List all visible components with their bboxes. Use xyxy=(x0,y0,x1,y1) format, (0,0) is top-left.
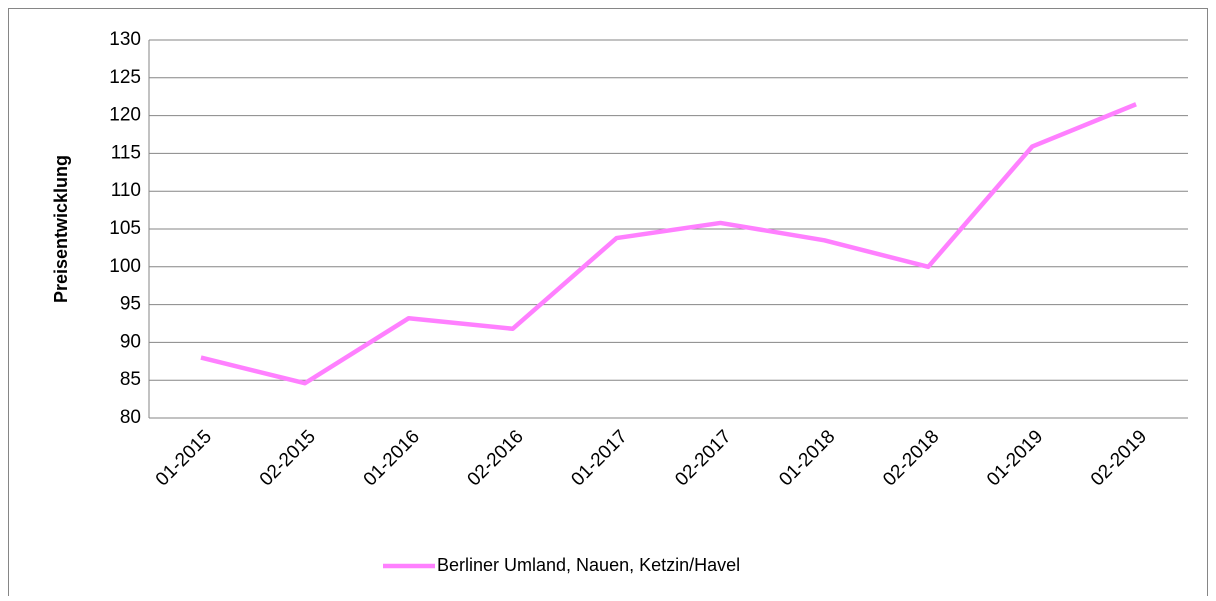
y-tick-label: 85 xyxy=(120,369,141,390)
y-tick-label: 80 xyxy=(120,407,141,428)
y-tick-label: 110 xyxy=(111,180,141,201)
y-tick-label: 90 xyxy=(120,331,141,352)
x-tick-label: 02-2017 xyxy=(671,426,735,490)
y-tick-label: 105 xyxy=(109,218,141,239)
x-tick-label: 01-2015 xyxy=(152,426,216,490)
y-tick-label: 115 xyxy=(111,142,141,163)
x-tick-label: 02-2016 xyxy=(464,426,528,490)
x-tick-label: 02-2019 xyxy=(1087,426,1151,490)
y-tick-label: 125 xyxy=(109,67,141,88)
legend-label: Berliner Umland, Nauen, Ketzin/Havel xyxy=(437,555,740,575)
data-line xyxy=(200,102,1137,386)
x-tick-label: 02-2018 xyxy=(879,426,943,490)
y-tick-label: 130 xyxy=(109,29,141,50)
y-axis-label: Preisentwicklung xyxy=(51,155,71,303)
chart-border xyxy=(8,8,1208,599)
y-tick-label: 120 xyxy=(109,105,141,126)
x-tick-label: 01-2018 xyxy=(775,426,839,490)
x-tick-label: 01-2019 xyxy=(983,426,1047,490)
x-tick-label: 01-2017 xyxy=(567,426,631,490)
x-tick-label: 01-2016 xyxy=(360,426,424,490)
y-tick-label: 100 xyxy=(109,256,141,277)
y-tick-label: 95 xyxy=(120,294,141,315)
x-tick-label: 02-2015 xyxy=(256,426,320,490)
